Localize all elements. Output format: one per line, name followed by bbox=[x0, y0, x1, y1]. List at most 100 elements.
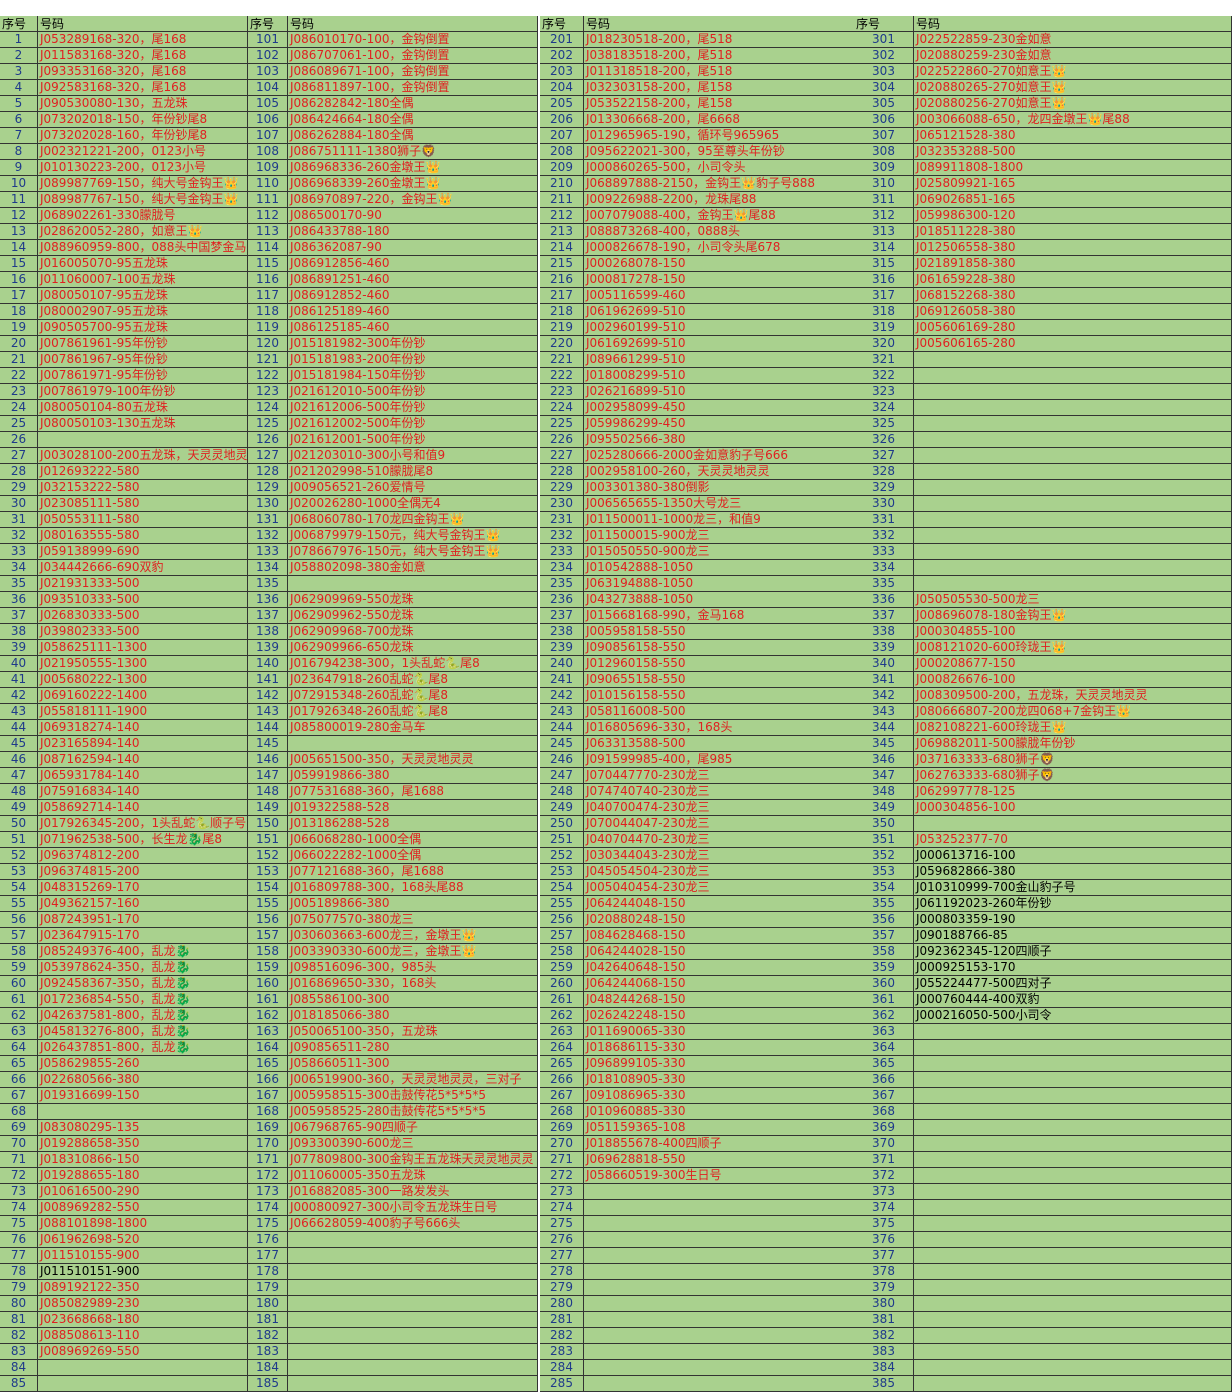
row-index[interactable]: 103 bbox=[248, 64, 288, 80]
number-cell[interactable]: J009226988-2200，龙珠尾88 bbox=[584, 192, 894, 208]
row-index[interactable]: 118 bbox=[248, 304, 288, 320]
number-cell[interactable]: J045813276-800，乱龙🐉 bbox=[38, 1024, 248, 1040]
number-cell[interactable]: J040700474-230龙三 bbox=[584, 800, 894, 816]
row-index[interactable]: 146 bbox=[248, 752, 288, 768]
number-cell[interactable] bbox=[914, 1312, 1232, 1328]
row-index[interactable]: 27 bbox=[0, 448, 38, 464]
number-cell[interactable]: J088960959-800，088头中国梦金马 bbox=[38, 240, 248, 256]
row-index[interactable]: 323 bbox=[854, 384, 914, 400]
number-cell[interactable]: J000613716-100 bbox=[914, 848, 1232, 864]
number-cell[interactable]: J061962698-520 bbox=[38, 1232, 248, 1248]
number-cell[interactable]: J032303158-200，尾158 bbox=[584, 80, 894, 96]
row-index[interactable]: 234 bbox=[540, 560, 584, 576]
row-index[interactable]: 362 bbox=[854, 1008, 914, 1024]
number-cell[interactable]: J013306668-200，尾6668 bbox=[584, 112, 894, 128]
row-index[interactable]: 280 bbox=[540, 1296, 584, 1312]
number-cell[interactable]: J003066088-650，龙四金墩王👑尾88 bbox=[914, 112, 1232, 128]
number-cell[interactable]: J070044047-230龙三 bbox=[584, 816, 894, 832]
row-index[interactable]: 376 bbox=[854, 1232, 914, 1248]
number-cell[interactable]: J007079088-400，金钩王👑尾88 bbox=[584, 208, 894, 224]
row-index[interactable]: 229 bbox=[540, 480, 584, 496]
row-index[interactable]: 209 bbox=[540, 160, 584, 176]
row-index[interactable]: 123 bbox=[248, 384, 288, 400]
number-cell[interactable]: J058625111-1300 bbox=[38, 640, 248, 656]
number-cell[interactable]: J096374815-200 bbox=[38, 864, 248, 880]
number-cell[interactable]: J011583168-320，尾168 bbox=[38, 48, 248, 64]
number-cell[interactable]: J084628468-150 bbox=[584, 928, 894, 944]
number-cell[interactable]: J053522158-200，尾158 bbox=[584, 96, 894, 112]
row-index[interactable]: 102 bbox=[248, 48, 288, 64]
row-index[interactable]: 273 bbox=[540, 1184, 584, 1200]
row-index[interactable]: 311 bbox=[854, 192, 914, 208]
number-cell[interactable]: J000860265-500，小司令头 bbox=[584, 160, 894, 176]
number-cell[interactable]: J016794238-300，1头乱蛇🐍尾8 bbox=[288, 656, 538, 672]
row-index[interactable]: 60 bbox=[0, 976, 38, 992]
number-cell[interactable] bbox=[914, 1360, 1232, 1376]
number-cell[interactable]: J000826676-100 bbox=[914, 672, 1232, 688]
number-cell[interactable]: J019288655-180 bbox=[38, 1168, 248, 1184]
row-index[interactable]: 67 bbox=[0, 1088, 38, 1104]
number-cell[interactable]: J011060007-100五龙珠 bbox=[38, 272, 248, 288]
row-index[interactable]: 124 bbox=[248, 400, 288, 416]
row-index[interactable]: 83 bbox=[0, 1344, 38, 1360]
number-cell[interactable]: J073202028-160，年份钞尾8 bbox=[38, 128, 248, 144]
number-cell[interactable]: J068152268-380 bbox=[914, 288, 1232, 304]
number-cell[interactable]: J000268078-150 bbox=[584, 256, 894, 272]
row-index[interactable]: 356 bbox=[854, 912, 914, 928]
row-index[interactable]: 47 bbox=[0, 768, 38, 784]
number-cell[interactable] bbox=[288, 576, 538, 592]
number-cell[interactable] bbox=[584, 1344, 894, 1360]
row-index[interactable]: 168 bbox=[248, 1104, 288, 1120]
number-cell[interactable]: J012693222-580 bbox=[38, 464, 248, 480]
row-index[interactable]: 249 bbox=[540, 800, 584, 816]
row-index[interactable]: 53 bbox=[0, 864, 38, 880]
row-index[interactable]: 350 bbox=[854, 816, 914, 832]
number-cell[interactable] bbox=[914, 464, 1232, 480]
number-cell[interactable]: J075916834-140 bbox=[38, 784, 248, 800]
row-index[interactable]: 167 bbox=[248, 1088, 288, 1104]
number-cell[interactable]: J048315269-170 bbox=[38, 880, 248, 896]
row-index[interactable]: 120 bbox=[248, 336, 288, 352]
number-cell[interactable]: J086282842-180全偶 bbox=[288, 96, 538, 112]
number-cell[interactable] bbox=[914, 1184, 1232, 1200]
number-cell[interactable]: J008121020-600玲珑王👑 bbox=[914, 640, 1232, 656]
number-cell[interactable]: J000800927-300小司令五龙珠生日号 bbox=[288, 1200, 538, 1216]
row-index[interactable]: 180 bbox=[248, 1296, 288, 1312]
number-cell[interactable]: J059986300-120 bbox=[914, 208, 1232, 224]
row-index[interactable]: 204 bbox=[540, 80, 584, 96]
number-cell[interactable]: J051159365-108 bbox=[584, 1120, 894, 1136]
row-index[interactable]: 284 bbox=[540, 1360, 584, 1376]
number-cell[interactable] bbox=[914, 1056, 1232, 1072]
row-index[interactable]: 125 bbox=[248, 416, 288, 432]
row-index[interactable]: 328 bbox=[854, 464, 914, 480]
number-cell[interactable]: J026830333-500 bbox=[38, 608, 248, 624]
row-index[interactable]: 241 bbox=[540, 672, 584, 688]
row-index[interactable]: 66 bbox=[0, 1072, 38, 1088]
number-cell[interactable]: J021612001-500年份钞 bbox=[288, 432, 538, 448]
number-cell[interactable]: J087243951-170 bbox=[38, 912, 248, 928]
number-cell[interactable]: J089987767-150，纯大号金钩王👑 bbox=[38, 192, 248, 208]
row-index[interactable]: 152 bbox=[248, 848, 288, 864]
row-index[interactable]: 372 bbox=[854, 1168, 914, 1184]
number-cell[interactable] bbox=[288, 1312, 538, 1328]
row-index[interactable]: 174 bbox=[248, 1200, 288, 1216]
number-cell[interactable]: J011500015-900龙三 bbox=[584, 528, 894, 544]
number-cell[interactable]: J093353168-320，尾168 bbox=[38, 64, 248, 80]
number-cell[interactable]: J061659228-380 bbox=[914, 272, 1232, 288]
row-index[interactable]: 341 bbox=[854, 672, 914, 688]
number-cell[interactable]: J089192122-350 bbox=[38, 1280, 248, 1296]
row-index[interactable]: 70 bbox=[0, 1136, 38, 1152]
row-index[interactable]: 39 bbox=[0, 640, 38, 656]
number-cell[interactable]: J087162594-140 bbox=[38, 752, 248, 768]
number-cell[interactable] bbox=[914, 1088, 1232, 1104]
row-index[interactable]: 355 bbox=[854, 896, 914, 912]
row-index[interactable]: 224 bbox=[540, 400, 584, 416]
number-cell[interactable]: J032153222-580 bbox=[38, 480, 248, 496]
row-index[interactable]: 353 bbox=[854, 864, 914, 880]
row-index[interactable]: 29 bbox=[0, 480, 38, 496]
number-cell[interactable] bbox=[914, 1328, 1232, 1344]
row-index[interactable]: 268 bbox=[540, 1104, 584, 1120]
number-cell[interactable]: J002960199-510 bbox=[584, 320, 894, 336]
number-cell[interactable]: J086891251-460 bbox=[288, 272, 538, 288]
number-cell[interactable]: J018108905-330 bbox=[584, 1072, 894, 1088]
